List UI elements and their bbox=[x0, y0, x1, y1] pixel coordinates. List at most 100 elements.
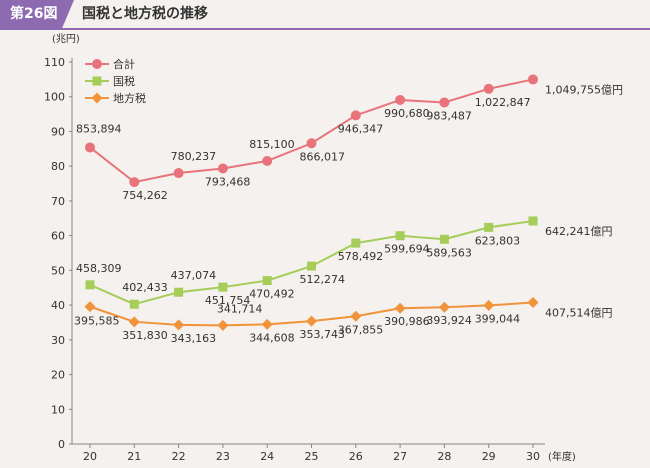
y-tick-label: 80 bbox=[51, 160, 65, 173]
data-point bbox=[438, 301, 450, 313]
data-label: 470,492 bbox=[249, 288, 295, 301]
data-label: 866,017 bbox=[300, 150, 346, 163]
data-label: 390,986 bbox=[384, 315, 430, 328]
figure-header: 第26図 国税と地方税の推移 bbox=[0, 0, 650, 30]
data-label: 599,694 bbox=[384, 243, 430, 256]
data-label: 458,309 bbox=[76, 262, 122, 275]
data-label: 353,743 bbox=[300, 328, 346, 341]
data-label: 1,022,847 bbox=[475, 96, 531, 109]
data-label: 853,894 bbox=[76, 122, 122, 135]
x-tick-label: 21 bbox=[127, 450, 141, 463]
x-tick-label: 24 bbox=[260, 450, 274, 463]
data-label: 642,241億円 bbox=[545, 225, 613, 238]
data-point bbox=[174, 287, 184, 297]
y-tick-label: 30 bbox=[51, 334, 65, 347]
data-point bbox=[350, 310, 362, 322]
data-label: 402,433 bbox=[122, 281, 168, 294]
x-tick-label: 26 bbox=[349, 450, 363, 463]
figure-number-badge: 第26図 bbox=[0, 0, 74, 28]
data-label: 351,830 bbox=[122, 329, 168, 342]
data-label: 754,262 bbox=[122, 189, 168, 202]
data-point bbox=[483, 83, 494, 94]
y-axis-unit: (兆円) bbox=[52, 33, 80, 45]
data-point bbox=[129, 299, 139, 309]
data-label: 983,487 bbox=[426, 109, 472, 122]
data-label: 341,714 bbox=[217, 302, 263, 315]
data-label: 780,237 bbox=[171, 150, 217, 163]
data-label: 578,492 bbox=[338, 250, 384, 263]
data-label: 395,585 bbox=[74, 315, 120, 328]
x-tick-label: 22 bbox=[172, 450, 186, 463]
data-point bbox=[84, 301, 96, 313]
data-label: 399,044 bbox=[475, 312, 521, 325]
y-tick-label: 70 bbox=[51, 195, 65, 208]
y-tick-label: 60 bbox=[51, 230, 65, 243]
data-point bbox=[85, 280, 95, 290]
y-tick-label: 0 bbox=[58, 438, 65, 451]
legend-label: 合計 bbox=[113, 57, 135, 71]
x-tick-label: 30 bbox=[526, 450, 540, 463]
data-point bbox=[306, 315, 317, 327]
data-point bbox=[527, 296, 539, 308]
data-label: 512,274 bbox=[300, 273, 346, 286]
data-point bbox=[439, 97, 450, 108]
figure-title: 国税と地方税の推移 bbox=[82, 6, 208, 22]
y-tick-label: 110 bbox=[44, 56, 65, 69]
data-point bbox=[129, 177, 140, 188]
data-label: 1,049,755億円 bbox=[545, 83, 623, 96]
y-tick-label: 10 bbox=[51, 403, 65, 416]
data-label: 815,100 bbox=[249, 138, 295, 151]
legend-marker bbox=[91, 92, 103, 104]
data-point bbox=[351, 238, 361, 248]
data-label: 990,680 bbox=[384, 107, 430, 120]
data-label: 344,608 bbox=[249, 331, 295, 344]
y-tick-label: 90 bbox=[51, 125, 65, 138]
legend-marker bbox=[92, 76, 102, 86]
legend-marker bbox=[92, 59, 102, 69]
x-tick-label: 29 bbox=[482, 450, 496, 463]
y-tick-label: 20 bbox=[51, 369, 65, 382]
y-tick-label: 100 bbox=[44, 91, 65, 104]
data-point bbox=[350, 110, 361, 121]
data-label: 623,803 bbox=[475, 234, 521, 247]
data-label: 793,468 bbox=[205, 175, 251, 188]
data-point bbox=[484, 222, 494, 232]
data-point bbox=[262, 276, 272, 286]
data-point bbox=[528, 216, 538, 226]
data-point bbox=[394, 302, 406, 314]
data-point bbox=[217, 163, 228, 174]
data-label: 451,754 bbox=[205, 294, 251, 307]
x-tick-label: 28 bbox=[437, 450, 451, 463]
x-axis-unit: (年度) bbox=[548, 450, 576, 463]
y-tick-label: 50 bbox=[51, 264, 65, 277]
data-point bbox=[528, 74, 538, 85]
data-point bbox=[306, 138, 317, 149]
data-point bbox=[173, 319, 185, 331]
x-tick-label: 25 bbox=[305, 450, 319, 463]
data-point bbox=[261, 318, 273, 330]
data-point bbox=[218, 282, 228, 292]
series-line-1 bbox=[89, 78, 534, 184]
legend-label: 地方税 bbox=[113, 91, 146, 105]
data-label: 343,163 bbox=[171, 332, 217, 345]
data-label: 589,563 bbox=[426, 246, 472, 259]
data-point bbox=[85, 142, 95, 153]
data-label: 393,924 bbox=[426, 314, 472, 327]
data-point bbox=[217, 319, 229, 331]
data-point bbox=[128, 316, 140, 328]
data-label: 437,074 bbox=[171, 269, 217, 282]
data-point bbox=[307, 261, 316, 271]
data-point bbox=[395, 94, 406, 105]
y-tick-label: 40 bbox=[51, 299, 65, 312]
data-point bbox=[483, 299, 495, 311]
x-tick-label: 23 bbox=[216, 450, 230, 463]
data-point bbox=[173, 168, 184, 179]
data-label: 367,855 bbox=[338, 323, 384, 336]
legend-label: 国税 bbox=[113, 74, 135, 88]
data-point bbox=[395, 231, 405, 241]
data-point bbox=[439, 234, 449, 244]
data-point bbox=[262, 155, 273, 166]
x-tick-label: 27 bbox=[393, 450, 407, 463]
